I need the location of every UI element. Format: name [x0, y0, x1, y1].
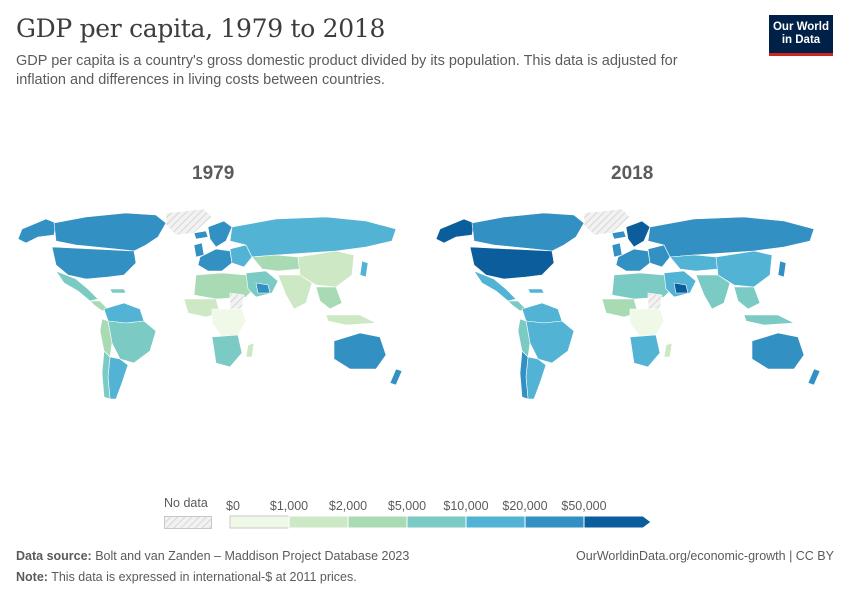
- region-southern-africa[interactable]: [629, 334, 661, 368]
- region-horn-of-africa[interactable]: [229, 292, 245, 310]
- region-scandinavia[interactable]: [207, 220, 233, 248]
- region-south-asia[interactable]: [695, 274, 731, 310]
- legend-swatch-6: [583, 515, 652, 529]
- region-new-zealand[interactable]: [807, 368, 821, 386]
- region-alaska[interactable]: [435, 218, 475, 244]
- region-iceland[interactable]: [193, 230, 209, 240]
- footer-note: Note: This data is expressed in internat…: [16, 570, 357, 584]
- region-japan[interactable]: [359, 260, 369, 278]
- region-brazil[interactable]: [525, 320, 575, 364]
- region-caribbean[interactable]: [527, 288, 545, 294]
- footer-url-link[interactable]: OurWorldinData.org/economic-growth | CC …: [576, 549, 834, 563]
- chart-title: GDP per capita, 1979 to 2018: [16, 14, 386, 43]
- legend-label-3: $5,000: [388, 499, 426, 513]
- region-china[interactable]: [297, 250, 355, 288]
- region-central-africa[interactable]: [629, 308, 665, 338]
- region-north-africa[interactable]: [193, 272, 255, 300]
- region-south-asia[interactable]: [277, 274, 313, 310]
- region-japan[interactable]: [777, 260, 787, 278]
- region-southeast-asia[interactable]: [733, 286, 761, 310]
- region-southeast-asia[interactable]: [315, 286, 343, 310]
- logo-line-2: in Data: [781, 34, 821, 46]
- chart-subtitle: GDP per capita is a country's gross dome…: [16, 53, 678, 88]
- region-argentina[interactable]: [525, 356, 547, 400]
- legend-swatch-3: [406, 515, 467, 529]
- region-south-america-north[interactable]: [103, 302, 145, 324]
- legend-no-data-label: No data: [164, 496, 208, 510]
- region-south-america-north[interactable]: [521, 302, 563, 324]
- region-chile[interactable]: [519, 350, 529, 400]
- region-brazil[interactable]: [107, 320, 157, 364]
- logo-line-1: Our World: [772, 21, 829, 33]
- region-madagascar[interactable]: [663, 342, 673, 358]
- region-uk[interactable]: [193, 242, 205, 258]
- footer-source: Data source: Bolt and van Zanden – Maddi…: [16, 549, 409, 563]
- region-indonesia[interactable]: [743, 314, 796, 326]
- legend-swatch-5: [524, 515, 585, 529]
- legend-label-2: $2,000: [329, 499, 367, 513]
- legend-color-bar: $0 $1,000 $2,000 $5,000 $10,000 $20,000 $50,00…: [226, 499, 652, 529]
- owid-logo[interactable]: Our World in Data: [769, 15, 833, 56]
- region-russia[interactable]: [229, 216, 397, 258]
- region-caribbean[interactable]: [109, 288, 127, 294]
- region-usa[interactable]: [469, 246, 555, 280]
- legend-swatch-2: [347, 515, 408, 529]
- footer-source-label: Data source:: [16, 549, 92, 563]
- region-central-africa[interactable]: [211, 308, 247, 338]
- map-year-2018: 2018: [611, 163, 654, 184]
- region-argentina[interactable]: [107, 356, 129, 400]
- world-map-2018[interactable]: [434, 205, 834, 410]
- footer-note-text: This data is expressed in international-…: [51, 570, 357, 584]
- region-horn-of-africa[interactable]: [647, 292, 663, 310]
- region-arabia-gulf[interactable]: [673, 282, 689, 294]
- region-western-europe[interactable]: [615, 248, 651, 272]
- region-canada[interactable]: [53, 212, 167, 252]
- region-central-asia[interactable]: [251, 254, 301, 272]
- legend-swatch-0: [229, 515, 290, 529]
- region-madagascar[interactable]: [245, 342, 255, 358]
- region-alaska[interactable]: [17, 218, 57, 244]
- legend-label-1: $1,000: [270, 499, 308, 513]
- region-mexico[interactable]: [473, 270, 517, 302]
- region-australia[interactable]: [751, 332, 805, 370]
- region-usa[interactable]: [51, 246, 137, 280]
- region-eastern-europe[interactable]: [229, 244, 253, 268]
- region-new-zealand[interactable]: [389, 368, 403, 386]
- region-central-asia[interactable]: [669, 254, 719, 272]
- region-iceland[interactable]: [611, 230, 627, 240]
- footer-note-label: Note:: [16, 570, 48, 584]
- region-mexico[interactable]: [55, 270, 99, 302]
- region-southern-africa[interactable]: [211, 334, 243, 368]
- legend-swatch-1: [288, 515, 349, 529]
- region-north-africa[interactable]: [611, 272, 673, 300]
- map-year-1979: 1979: [192, 163, 235, 184]
- region-arabia-gulf[interactable]: [255, 282, 271, 294]
- color-legend: No data $0 $1,000 $2,000 $5,000 $10,000 $20,0…: [160, 496, 660, 536]
- legend-swatch-4: [465, 515, 526, 529]
- region-canada[interactable]: [471, 212, 585, 252]
- region-uk[interactable]: [611, 242, 623, 258]
- legend-label-0: $0: [226, 499, 240, 513]
- region-australia[interactable]: [333, 332, 387, 370]
- region-russia[interactable]: [647, 216, 815, 258]
- legend-no-data-swatch: [164, 516, 212, 529]
- region-scandinavia[interactable]: [625, 220, 651, 248]
- legend-label-4: $10,000: [443, 499, 488, 513]
- region-eastern-europe[interactable]: [647, 244, 671, 268]
- region-chile[interactable]: [101, 350, 111, 400]
- world-map-1979[interactable]: [16, 205, 416, 410]
- region-china[interactable]: [715, 250, 773, 288]
- legend-label-6: $50,000: [561, 499, 606, 513]
- footer-source-text: Bolt and van Zanden – Maddison Project D…: [95, 549, 410, 563]
- region-western-europe[interactable]: [197, 248, 233, 272]
- legend-label-5: $20,000: [502, 499, 547, 513]
- region-indonesia[interactable]: [325, 314, 378, 326]
